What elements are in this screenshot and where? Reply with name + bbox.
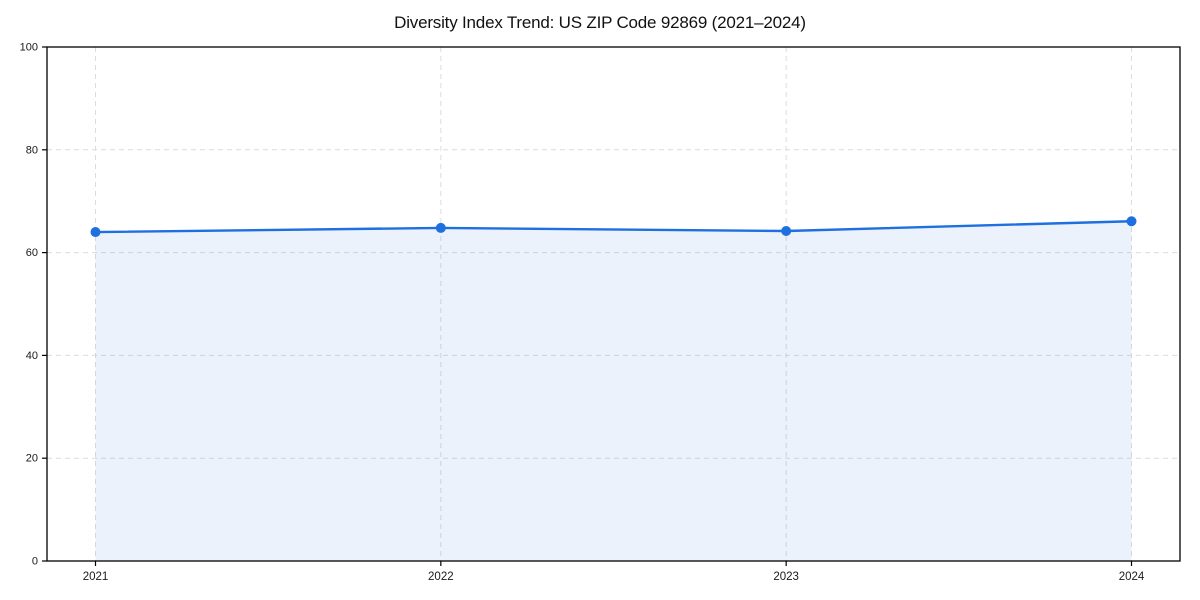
y-tick-label: 60 bbox=[26, 247, 38, 259]
plot-border bbox=[46, 46, 1181, 562]
trend-line bbox=[94, 220, 1133, 234]
data-point bbox=[1126, 216, 1137, 227]
y-tick-label: 100 bbox=[20, 42, 38, 54]
data-point bbox=[90, 227, 101, 238]
x-tick-label: 2022 bbox=[428, 571, 454, 583]
data-point bbox=[781, 226, 792, 237]
y-tick-label: 20 bbox=[26, 453, 38, 465]
chart-title: Diversity Index Trend: US ZIP Code 92869… bbox=[394, 13, 806, 32]
y-tick-label: 40 bbox=[26, 350, 38, 362]
x-tick-label: 2021 bbox=[83, 571, 109, 583]
x-tick-label: 2023 bbox=[773, 571, 799, 583]
y-tick-label: 80 bbox=[26, 144, 38, 156]
x-tick-label: 2024 bbox=[1119, 571, 1145, 583]
y-tick-label: 0 bbox=[32, 556, 38, 568]
data-point bbox=[435, 222, 446, 233]
area-fill bbox=[95, 221, 1132, 561]
